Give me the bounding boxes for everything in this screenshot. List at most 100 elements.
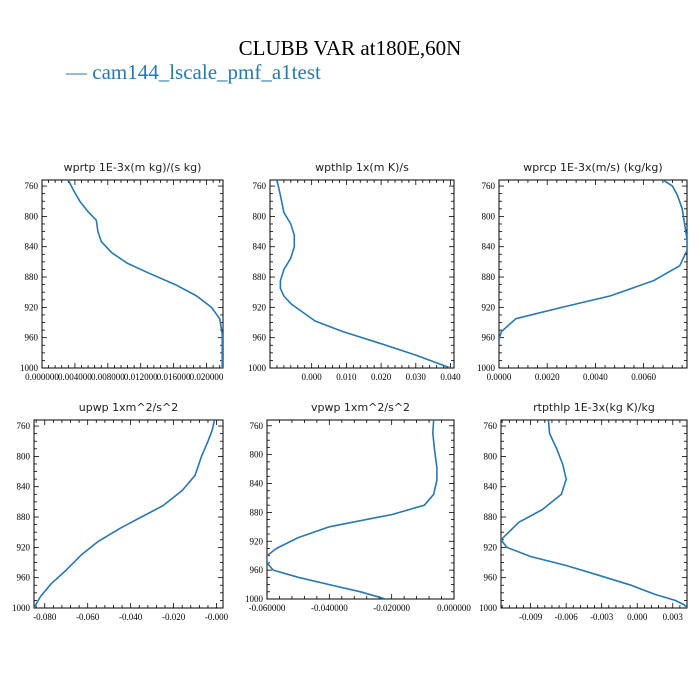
y-tick-label: 960	[253, 333, 267, 343]
subplot-5: vpwp 1xm^2/s^27608008408809209601000-0.0…	[245, 401, 471, 613]
subplot-1: wprtp 1E-3x(m kg)/(s kg) 760 800 840 880 920 9…	[20, 161, 224, 382]
subplot-title: upwp 1xm^2/s^2	[79, 401, 179, 414]
legend-line-icon: —	[66, 60, 87, 84]
x-tick-label: 0.000	[627, 612, 648, 622]
x-tick-label: 0.0040	[583, 372, 608, 382]
x-tick-label: 0.000000	[437, 603, 471, 613]
y-tick-label: 880	[253, 272, 267, 282]
y-tick-label: 760	[253, 181, 267, 191]
subplot-3: wprcp 1E-3x(m/s) (kg/kg) 760 800 840 880 920 9…	[477, 161, 688, 382]
y-tick-label: 920	[482, 302, 496, 312]
series-line	[276, 180, 451, 368]
y-tick-label: 960	[482, 333, 496, 343]
y-tick-label: 960	[25, 333, 39, 343]
x-tick-label: 0.020000	[190, 372, 224, 382]
x-tick-label: 0.0000	[487, 372, 512, 382]
subplot-title: rtpthlp 1E-3x(kg K)/kg	[533, 401, 655, 414]
y-tick-label: 1000	[20, 363, 39, 373]
legend-label: cam144_lscale_pmf_a1test	[92, 60, 321, 84]
x-tick-label: 0.040	[440, 372, 461, 382]
y-tick-label: 880	[482, 272, 496, 282]
y-tick-label: 960	[250, 565, 264, 575]
x-tick-label: -0.000	[205, 612, 229, 622]
legend: — cam144_lscale_pmf_a1test	[66, 60, 321, 85]
y-tick-label: 920	[484, 542, 498, 552]
plot-frame	[266, 419, 455, 600]
plot-frame	[269, 179, 455, 369]
x-tick-label: -0.006	[555, 612, 579, 622]
y-tick-label: 920	[25, 302, 39, 312]
y-tick-label: 840	[253, 242, 267, 252]
x-tick-label: 0.008000	[91, 372, 125, 382]
x-tick-label: 0.020	[371, 372, 392, 382]
x-tick-label: -0.060	[76, 612, 100, 622]
x-tick-label: -0.003	[590, 612, 614, 622]
y-tick-label: 840	[250, 479, 264, 489]
y-tick-label: 800	[482, 211, 496, 221]
y-tick-label: 1000	[12, 603, 31, 613]
y-tick-label: 800	[25, 211, 39, 221]
y-tick-label: 840	[17, 482, 31, 492]
x-tick-label: 0.000000	[25, 372, 59, 382]
y-tick-label: 840	[482, 242, 496, 252]
y-tick-label: 880	[484, 512, 498, 522]
x-tick-label: -0.040	[119, 612, 143, 622]
y-tick-label: 920	[17, 542, 31, 552]
y-tick-label: 760	[482, 181, 496, 191]
y-tick-label: 880	[250, 507, 264, 517]
x-tick-label: 0.030	[406, 372, 427, 382]
y-tick-label: 760	[25, 181, 39, 191]
subplot-title: vpwp 1xm^2/s^2	[311, 401, 410, 414]
y-tick-label: 880	[17, 512, 31, 522]
series-line	[499, 180, 687, 340]
y-tick-label: 800	[17, 451, 31, 461]
plot-frame	[500, 419, 688, 609]
subplot-title: wpthlp 1x(m K)/s	[315, 161, 409, 174]
x-tick-label: 0.004000	[58, 372, 92, 382]
y-tick-label: 920	[253, 302, 267, 312]
x-tick-label: -0.009	[519, 612, 543, 622]
subplot-4: upwp 1xm^2/s^27608008408809209601000-0.0…	[12, 401, 229, 622]
y-tick-label: 760	[250, 421, 264, 431]
x-tick-label: -0.020	[162, 612, 186, 622]
y-tick-label: 920	[250, 536, 264, 546]
subplot-2: wpthlp 1x(m K)/s 760 800 840 880 920 960 1000 0.…	[248, 161, 461, 382]
series-line	[267, 420, 438, 599]
plot-frame	[41, 179, 224, 369]
x-tick-label: 0.016000	[157, 372, 191, 382]
y-tick-label: 1000	[248, 363, 267, 373]
series-line	[34, 420, 216, 608]
y-tick-label: 840	[25, 242, 39, 252]
y-tick-label: 960	[17, 573, 31, 583]
plot-frame	[33, 419, 224, 609]
y-tick-label: 760	[17, 421, 31, 431]
x-tick-label: 0.010	[336, 372, 357, 382]
x-tick-label: 0.0060	[631, 372, 656, 382]
subplot-title: wprtp 1E-3x(m kg)/(s kg)	[64, 161, 202, 174]
y-tick-label: 1000	[479, 603, 498, 613]
subplot-6: rtpthlp 1E-3x(kg K)/kg 760 800 840 880 920 960…	[479, 401, 688, 622]
y-tick-label: 960	[484, 573, 498, 583]
y-tick-label: 800	[250, 450, 264, 460]
plot-frame	[498, 179, 688, 369]
series-line	[67, 180, 223, 368]
y-tick-label: 1000	[245, 594, 264, 604]
y-tick-label: 800	[253, 211, 267, 221]
x-tick-label: -0.060000	[249, 603, 286, 613]
x-tick-label: 0.000	[302, 372, 323, 382]
y-tick-label: 760	[484, 421, 498, 431]
y-tick-label: 840	[484, 482, 498, 492]
x-tick-label: -0.080	[33, 612, 57, 622]
y-tick-label: 800	[484, 451, 498, 461]
x-tick-label: -0.040000	[311, 603, 348, 613]
series-line	[501, 420, 687, 608]
x-tick-label: 0.012000	[124, 372, 158, 382]
subplot-title: wprcp 1E-3x(m/s) (kg/kg)	[523, 161, 662, 174]
figure-title: CLUBB VAR at180E,60N	[238, 36, 462, 60]
y-tick-label: 1000	[477, 363, 496, 373]
x-tick-label: 0.003	[663, 612, 684, 622]
x-tick-label: -0.020000	[373, 603, 410, 613]
y-tick-label: 880	[25, 272, 39, 282]
x-tick-label: 0.0020	[535, 372, 560, 382]
